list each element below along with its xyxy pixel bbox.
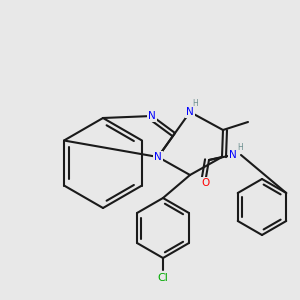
Text: H: H	[237, 143, 243, 152]
Text: N: N	[154, 152, 162, 162]
Text: N: N	[186, 107, 194, 117]
Text: H: H	[192, 100, 198, 109]
Text: N: N	[148, 111, 156, 121]
Text: O: O	[201, 178, 209, 188]
Text: N: N	[229, 150, 237, 160]
Text: Cl: Cl	[158, 273, 168, 283]
